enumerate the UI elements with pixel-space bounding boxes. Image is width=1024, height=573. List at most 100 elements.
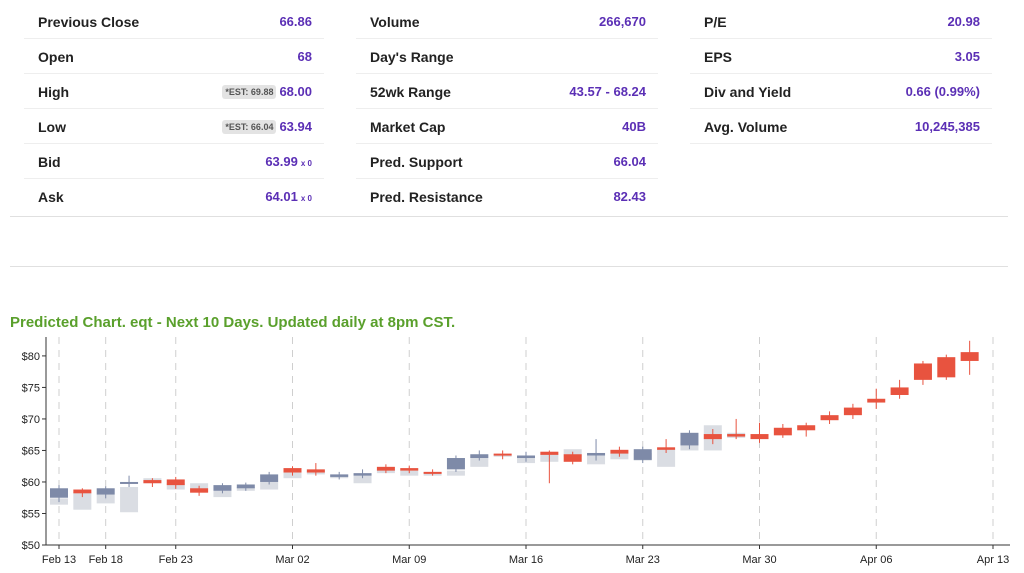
candle-body	[330, 474, 349, 477]
stat-pred-support: Pred. Support 66.04	[356, 144, 658, 179]
y-tick-label: $60	[22, 477, 40, 489]
candle-body	[820, 415, 839, 421]
stat-pe: P/E 20.98	[690, 4, 992, 39]
stat-label: High	[38, 84, 70, 100]
candle-body	[797, 425, 816, 431]
estimate-badge: *EST: 66.04	[222, 120, 277, 134]
stat-label: Div and Yield	[704, 84, 792, 100]
stat-label: Day's Range	[370, 49, 454, 65]
x-tick-label: Feb 13	[42, 554, 76, 566]
candle-body	[376, 466, 395, 471]
stat-volume: Volume 266,670	[356, 4, 658, 39]
candle-body	[750, 434, 769, 440]
stat-value: 68.00	[279, 84, 312, 99]
stat-label: Low	[38, 119, 66, 135]
stat-label: Bid	[38, 154, 61, 170]
x-tick-label: Apr 06	[860, 554, 892, 566]
y-tick-label: $65	[22, 445, 40, 457]
candle-body	[283, 468, 302, 473]
stat-value: 0.66 (0.99%)	[905, 84, 980, 99]
stat-value: 40B	[622, 119, 646, 134]
candle-body	[937, 357, 956, 378]
candle-body	[563, 454, 582, 462]
candle-body	[773, 427, 792, 436]
candle-body	[50, 488, 68, 498]
stat-label: P/E	[704, 14, 727, 30]
candle-body	[120, 481, 139, 484]
estimate-badge: *EST: 69.88	[222, 85, 277, 99]
x-tick-label: Mar 09	[392, 554, 426, 566]
candle-body	[236, 484, 255, 489]
stat-ask: Ask 64.01 x 0	[24, 179, 324, 213]
stats-column-2: Volume 266,670 Day's Range 52wk Range 43…	[356, 4, 658, 213]
stat-days-range: Day's Range	[356, 39, 658, 74]
candle-body	[306, 469, 325, 473]
candle-body	[143, 480, 162, 484]
y-tick-label: $80	[22, 351, 40, 363]
candle-body	[260, 474, 279, 482]
stat-value: 20.98	[947, 14, 980, 29]
divider	[10, 266, 1008, 267]
chart-title: Predicted Chart. eqt - Next 10 Days. Upd…	[10, 314, 456, 331]
candle-body	[587, 452, 606, 456]
stat-value: 64.01	[265, 189, 298, 204]
stat-value: 66.04	[613, 154, 646, 169]
stat-52wk-range: 52wk Range 43.57 - 68.24	[356, 74, 658, 109]
stat-value: 63.99	[265, 154, 298, 169]
stat-value-group: *EST: 69.88 68.00	[222, 84, 312, 99]
stat-size: x 0	[300, 159, 312, 168]
candle-body	[190, 488, 209, 493]
candle-body	[517, 455, 535, 459]
stat-value: 43.57 - 68.24	[569, 84, 646, 99]
stat-bid: Bid 63.99 x 0	[24, 144, 324, 179]
candle-body	[166, 479, 185, 486]
stat-value: 82.43	[613, 189, 646, 204]
stat-label: Pred. Resistance	[370, 189, 483, 205]
candle-body	[96, 488, 115, 495]
stat-previous-close: Previous Close 66.86	[24, 4, 324, 39]
x-tick-label: Feb 18	[89, 554, 123, 566]
candle-body	[960, 352, 979, 361]
x-tick-label: Feb 23	[159, 554, 193, 566]
y-tick-label: $70	[22, 414, 40, 426]
faint-range-box	[120, 487, 139, 513]
stat-label: Open	[38, 49, 74, 65]
candle-body	[400, 468, 419, 471]
y-tick-label: $55	[22, 508, 40, 520]
candle-body	[213, 485, 232, 491]
candle-body	[446, 458, 465, 470]
stat-label: Avg. Volume	[704, 119, 788, 135]
stat-label: Ask	[38, 189, 64, 205]
faint-range-box	[657, 449, 676, 467]
stat-value: 10,245,385	[914, 119, 980, 134]
candle-body	[610, 449, 629, 454]
stat-value: 3.05	[954, 49, 980, 64]
stats-column-1: Previous Close 66.86 Open 68 High *EST: …	[24, 4, 324, 213]
candle-body	[843, 407, 862, 416]
faint-range-box	[470, 455, 489, 467]
faint-range-box	[353, 475, 372, 484]
candle-body	[867, 398, 886, 403]
stat-avg-volume: Avg. Volume 10,245,385	[690, 109, 992, 144]
x-tick-label: Mar 23	[626, 554, 660, 566]
stat-market-cap: Market Cap 40B	[356, 109, 658, 144]
y-tick-label: $75	[22, 382, 40, 394]
stat-label: Pred. Support	[370, 154, 463, 170]
candle-body	[703, 434, 722, 440]
x-tick-label: Mar 30	[742, 554, 776, 566]
stat-pred-resistance: Pred. Resistance 82.43	[356, 179, 658, 213]
faint-range-box	[213, 490, 232, 498]
candle-body	[73, 489, 92, 494]
candle-body	[890, 387, 909, 395]
candle-body	[680, 432, 699, 446]
stat-eps: EPS 3.05	[690, 39, 992, 74]
candlestick-chart: $50 $55 $60 $65 $70 $75 $80 Feb 13 Feb 18 Feb 23 M…	[22, 337, 1010, 566]
x-tick-label: Mar 16	[509, 554, 543, 566]
stat-value-group: 63.99 x 0	[265, 154, 312, 169]
stat-open: Open 68	[24, 39, 324, 74]
x-tick-label: Mar 02	[275, 554, 309, 566]
stat-label: EPS	[704, 49, 733, 65]
stat-value-group: 64.01 x 0	[265, 189, 312, 204]
faint-range-box	[96, 494, 115, 504]
stat-value-group: *EST: 66.04 63.94	[222, 119, 312, 134]
